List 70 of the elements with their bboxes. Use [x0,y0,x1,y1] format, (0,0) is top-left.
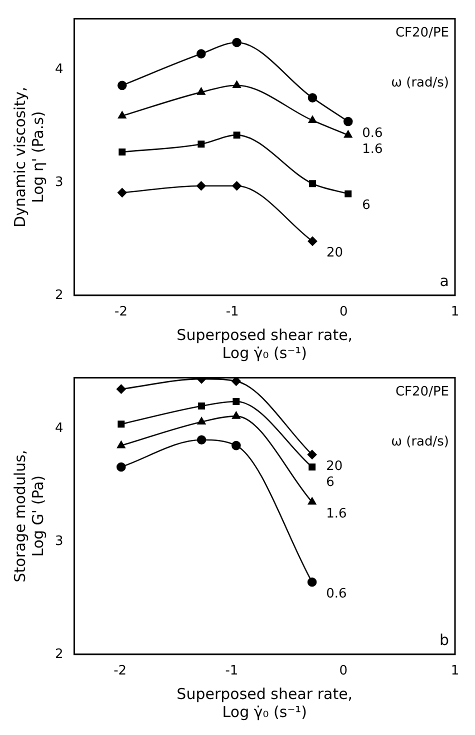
series-label: 6 [326,474,334,490]
point [118,148,126,156]
text: Storage modulus, [10,450,29,582]
text: Log γ̇₀ (s⁻¹) [222,344,307,362]
text: Dynamic viscosity, [10,86,29,228]
point [197,417,206,424]
point [232,398,240,405]
series-label: 20 [326,458,343,474]
point [308,236,318,246]
point [196,435,206,445]
x-tick-label: -1 [225,664,238,679]
point [116,384,126,394]
point [344,130,352,138]
point [232,38,242,48]
point [232,181,242,191]
series-label: 6 [362,198,370,214]
point [197,88,206,95]
x-tick-label: -2 [114,664,127,679]
point [308,497,316,505]
point [233,132,240,139]
point [196,49,206,58]
text: Superposed shear rate, [176,326,353,344]
legend-title: ω (rad/s) [391,76,449,91]
x-tick-label: -1 [226,304,239,320]
y-tick-label: 3 [54,534,64,549]
text: Log η' (Pa.s) [28,111,47,204]
annotation: a [440,272,449,290]
y-tick-label: 2 [54,288,64,303]
y-tick-label: 3 [54,174,64,190]
annotation: CF20/PE [395,26,449,41]
point [117,188,127,198]
point [198,140,205,148]
series-label: 1.6 [362,142,383,157]
point [343,116,353,126]
text: Log γ̇₀ (s⁻¹) [222,702,307,721]
point [308,116,317,124]
point [198,402,206,410]
x-tick-label: 1 [450,304,460,320]
point [232,412,240,419]
annotation: CF20/PE [395,384,449,400]
series-label: 0.6 [326,586,347,602]
point [232,80,241,88]
series-label: 1.6 [326,506,347,522]
legend-title: ω (rad/s) [391,434,449,450]
x-tick-label: 0 [339,664,348,679]
point [308,464,316,470]
annotation: b [439,630,449,649]
point [117,80,127,90]
point [344,190,352,198]
point [196,181,206,191]
x-tick-label: 1 [450,664,460,679]
point [308,93,318,102]
point [232,440,241,450]
series-label: 20 [326,246,344,261]
y-tick-label: 4 [54,62,64,77]
point [116,462,126,472]
series-label: 0.6 [362,126,383,141]
point [117,440,126,448]
point [118,420,125,428]
point [309,180,316,188]
point [232,378,241,386]
y-tick-label: 4 [54,420,64,436]
x-tick-label: -2 [114,304,128,320]
y-tick-label: 2 [54,646,64,662]
point [307,450,317,460]
text: Log G' (Pa) [28,475,47,557]
point [307,577,317,587]
point [118,111,126,119]
text: Superposed shear rate, [176,684,353,703]
x-tick-label: 0 [340,304,348,320]
